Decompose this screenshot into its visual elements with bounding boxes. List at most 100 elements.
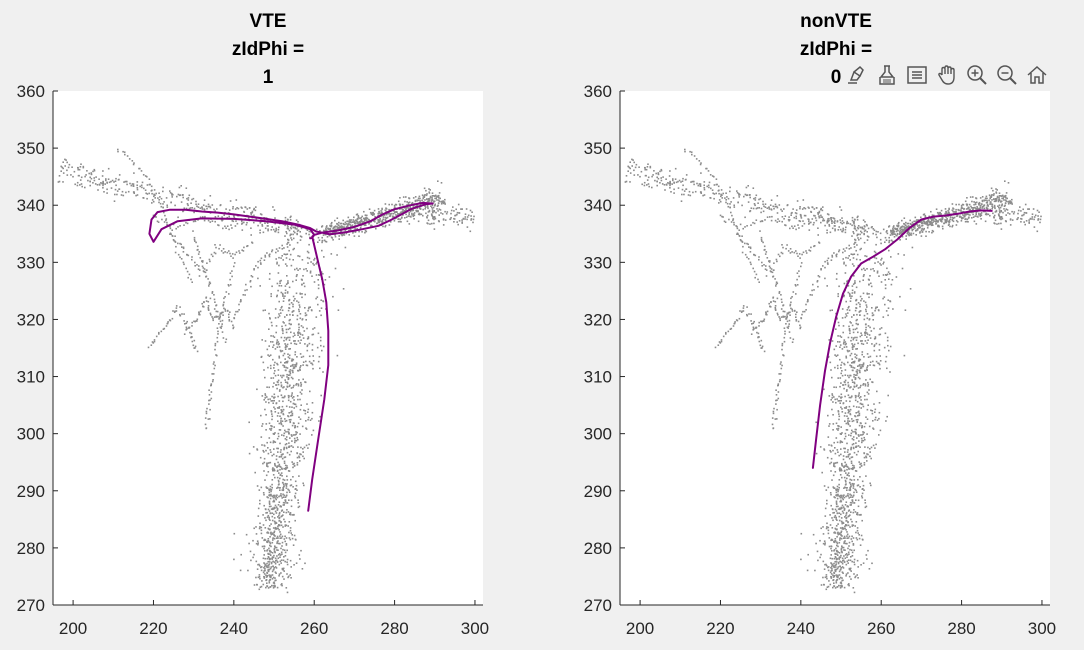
- scatter-point: [790, 297, 792, 300]
- scatter-point: [281, 292, 284, 295]
- scatter-point: [775, 281, 778, 283]
- scatter-point: [272, 335, 274, 337]
- scatter-point: [276, 586, 279, 589]
- scatter-point: [79, 179, 82, 181]
- scatter-point: [337, 226, 339, 229]
- scatter-point: [651, 186, 653, 189]
- scatter-point: [264, 408, 266, 411]
- scatter-point: [349, 223, 351, 226]
- scatter-point: [844, 228, 847, 231]
- scatter-point: [770, 301, 772, 303]
- scatter-point: [997, 199, 1000, 201]
- scatter-point: [998, 222, 1000, 225]
- scatter-point: [121, 190, 124, 193]
- scatter-point: [211, 380, 214, 383]
- scatter-point: [275, 227, 277, 230]
- scatter-point: [259, 259, 262, 262]
- scatter-point: [864, 422, 867, 425]
- scatter-point: [908, 232, 911, 235]
- scatter-point: [831, 394, 834, 397]
- scatter-point: [718, 341, 721, 343]
- scatter-point: [372, 213, 374, 215]
- scatter-point: [219, 244, 221, 246]
- scatter-point: [169, 190, 171, 192]
- scatter-point: [202, 267, 205, 269]
- scatter-point: [323, 239, 326, 242]
- scatter-point: [848, 248, 851, 250]
- scatter-point: [857, 387, 860, 389]
- scatter-point: [430, 213, 433, 215]
- scatter-point: [871, 226, 873, 228]
- scatter-point: [453, 217, 455, 220]
- scatter-point: [279, 533, 282, 536]
- scatter-point: [853, 221, 855, 224]
- scatter-point: [430, 205, 432, 207]
- scatter-point: [964, 220, 967, 223]
- scatter-point: [800, 317, 802, 319]
- scatter-point: [762, 200, 764, 203]
- scatter-point: [131, 160, 134, 162]
- scatter-point: [302, 275, 304, 277]
- scatter-point: [286, 561, 288, 563]
- scatter-point: [283, 496, 285, 498]
- scatter-point: [847, 493, 849, 495]
- scatter-point: [738, 196, 740, 198]
- scatter-point: [749, 210, 752, 212]
- scatter-point: [862, 431, 864, 433]
- scatter-point: [294, 353, 296, 356]
- scatter-point: [263, 259, 266, 261]
- scatter-point: [898, 221, 900, 224]
- scatter-point: [215, 304, 218, 306]
- scatter-point: [269, 519, 271, 521]
- scatter-point: [84, 186, 86, 189]
- scatter-point: [185, 267, 187, 270]
- scatter-point: [1024, 223, 1026, 226]
- scatter-point: [1006, 197, 1008, 200]
- scatter-point: [717, 344, 720, 346]
- scatter-point: [389, 215, 392, 217]
- scatter-point: [280, 409, 282, 411]
- scatter-point: [213, 208, 215, 211]
- scatter-point: [820, 208, 822, 211]
- scatter-point: [867, 236, 870, 238]
- scatter-point: [396, 211, 398, 213]
- scatter-point: [667, 182, 669, 184]
- scatter-point: [928, 215, 930, 218]
- scatter-point: [268, 581, 271, 584]
- scatter-point: [434, 217, 437, 220]
- scatter-point: [307, 416, 310, 419]
- scatter-point: [715, 178, 718, 180]
- scatter-point: [222, 311, 224, 314]
- scatter-point: [444, 203, 446, 205]
- scatter-point: [287, 239, 290, 241]
- scatter-point: [394, 211, 396, 213]
- scatter-point: [269, 576, 272, 579]
- scatter-point: [291, 406, 293, 408]
- scatter-point: [268, 518, 270, 520]
- scatter-point: [799, 326, 802, 329]
- scatter-point: [272, 556, 275, 559]
- scatter-point: [211, 291, 214, 293]
- scatter-point: [741, 310, 743, 313]
- scatter-point: [278, 313, 280, 315]
- scatter-point: [887, 299, 889, 301]
- scatter-point: [754, 197, 757, 199]
- scatter-point: [796, 311, 798, 313]
- scatter-point: [98, 178, 100, 180]
- scatter-point: [291, 514, 294, 516]
- scatter-point: [171, 229, 173, 231]
- scatter-point: [175, 310, 178, 312]
- scatter-point: [884, 332, 887, 335]
- scatter-point: [771, 215, 773, 218]
- scatter-point: [260, 486, 263, 489]
- scatter-point: [993, 204, 996, 207]
- scatter-point: [413, 218, 415, 220]
- scatter-point: [783, 340, 786, 343]
- scatter-point: [815, 542, 817, 545]
- scatter-point: [424, 205, 426, 208]
- scatter-point: [340, 230, 342, 232]
- scatter-point: [234, 208, 237, 210]
- scatter-point: [283, 456, 286, 459]
- scatter-point: [286, 314, 288, 316]
- scatter-point: [280, 559, 283, 561]
